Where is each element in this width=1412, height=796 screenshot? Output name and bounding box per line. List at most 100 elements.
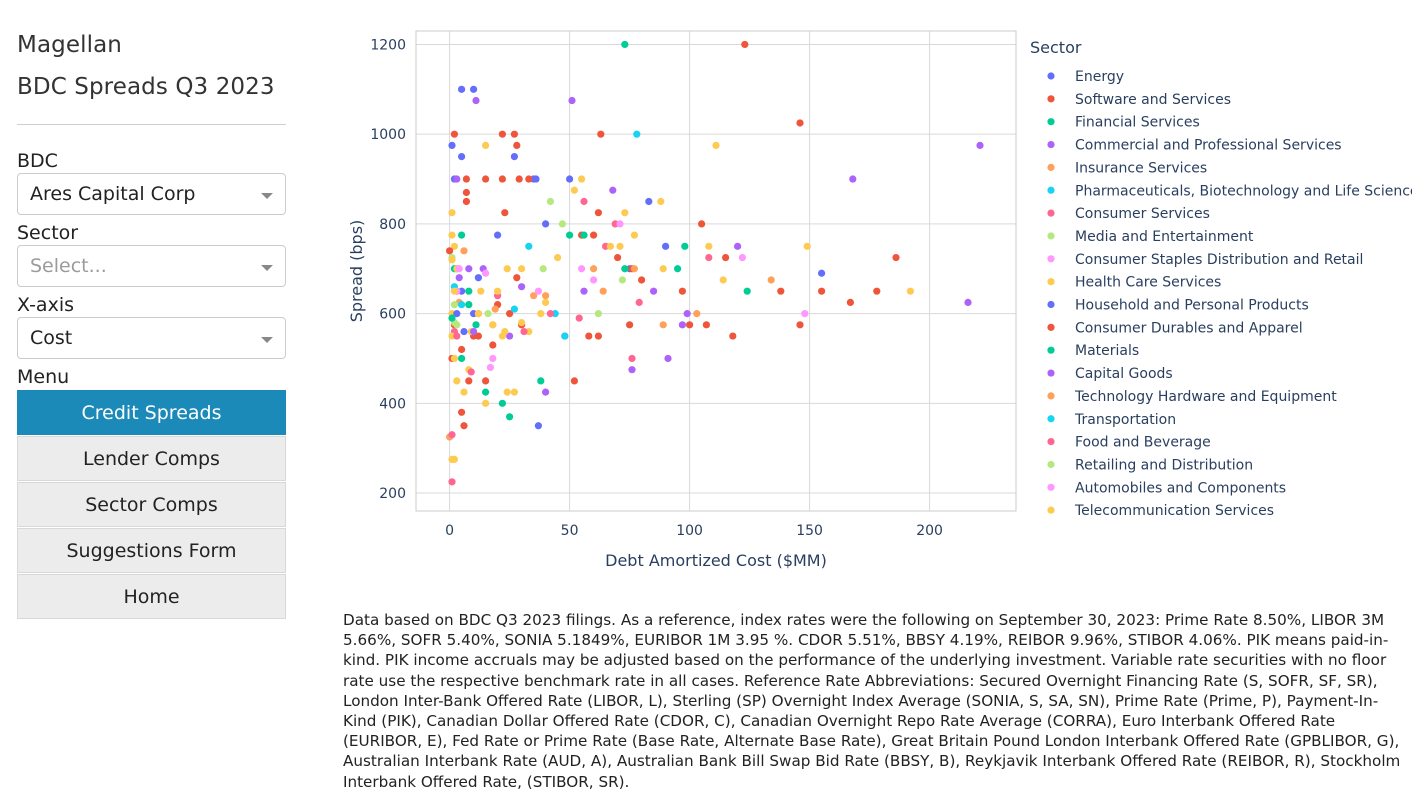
- data-point[interactable]: [702, 321, 710, 329]
- xaxis-dropdown[interactable]: Cost: [17, 317, 286, 359]
- data-point[interactable]: [678, 321, 686, 329]
- data-point[interactable]: [892, 253, 900, 262]
- data-point[interactable]: [628, 354, 636, 363]
- data-point[interactable]: [448, 314, 456, 322]
- data-point[interactable]: [474, 274, 482, 282]
- data-point[interactable]: [494, 287, 502, 295]
- chevron-down-icon[interactable]: [261, 265, 273, 271]
- data-point[interactable]: [489, 321, 497, 329]
- data-point[interactable]: [450, 242, 458, 250]
- data-point[interactable]: [448, 478, 456, 486]
- data-point[interactable]: [498, 399, 506, 407]
- data-point[interactable]: [906, 287, 915, 295]
- legend-item[interactable]: Financial Services: [1075, 115, 1200, 131]
- data-point[interactable]: [621, 209, 629, 217]
- data-point[interactable]: [501, 209, 509, 217]
- data-point[interactable]: [678, 287, 686, 295]
- data-point[interactable]: [590, 231, 598, 239]
- data-point[interactable]: [460, 388, 468, 396]
- data-point[interactable]: [585, 332, 593, 340]
- data-point[interactable]: [515, 175, 523, 183]
- legend-marker[interactable]: [1047, 140, 1055, 149]
- legend-item[interactable]: Materials: [1075, 343, 1139, 359]
- data-point[interactable]: [460, 247, 468, 255]
- data-point[interactable]: [465, 377, 473, 385]
- legend-marker[interactable]: [1047, 369, 1055, 377]
- legend-marker[interactable]: [1047, 163, 1055, 171]
- data-point[interactable]: [446, 247, 454, 255]
- sector-dropdown[interactable]: Select...: [17, 245, 286, 287]
- data-point[interactable]: [448, 256, 456, 264]
- data-point[interactable]: [705, 253, 713, 262]
- legend-item[interactable]: Technology Hardware and Equipment: [1074, 389, 1337, 405]
- legend-item[interactable]: Consumer Services: [1075, 206, 1210, 222]
- data-point[interactable]: [712, 141, 720, 149]
- data-point[interactable]: [486, 363, 494, 372]
- data-point[interactable]: [491, 305, 499, 313]
- chevron-down-icon[interactable]: [261, 193, 273, 199]
- data-point[interactable]: [738, 253, 746, 262]
- data-point[interactable]: [470, 327, 478, 336]
- data-point[interactable]: [554, 253, 562, 262]
- data-point[interactable]: [460, 327, 468, 336]
- data-point[interactable]: [450, 354, 458, 363]
- data-point[interactable]: [448, 141, 456, 149]
- legend-marker[interactable]: [1047, 506, 1055, 514]
- data-point[interactable]: [659, 321, 667, 329]
- data-point[interactable]: [698, 220, 706, 228]
- legend-marker[interactable]: [1047, 460, 1055, 469]
- data-point[interactable]: [462, 197, 470, 206]
- data-point[interactable]: [530, 292, 538, 300]
- menu-lender-comps-button[interactable]: Lender Comps: [17, 436, 286, 481]
- data-point[interactable]: [482, 377, 490, 385]
- data-point[interactable]: [645, 197, 653, 206]
- data-point[interactable]: [450, 455, 458, 464]
- data-point[interactable]: [542, 388, 550, 396]
- legend-marker[interactable]: [1047, 232, 1055, 240]
- data-point[interactable]: [453, 175, 461, 183]
- legend-item[interactable]: Insurance Services: [1075, 160, 1207, 176]
- legend-marker[interactable]: [1047, 72, 1055, 80]
- data-point[interactable]: [472, 96, 480, 105]
- data-point[interactable]: [566, 175, 574, 183]
- data-point[interactable]: [777, 287, 785, 295]
- legend-item[interactable]: Automobiles and Components: [1075, 480, 1286, 496]
- data-point[interactable]: [606, 242, 614, 250]
- data-point[interactable]: [453, 377, 461, 385]
- data-point[interactable]: [482, 399, 490, 407]
- menu-home-button[interactable]: Home: [17, 574, 286, 619]
- legend-item[interactable]: Transportation: [1074, 412, 1176, 428]
- data-point[interactable]: [498, 175, 506, 183]
- data-point[interactable]: [542, 298, 550, 307]
- legend-marker[interactable]: [1047, 209, 1055, 217]
- data-point[interactable]: [482, 141, 490, 149]
- data-point[interactable]: [580, 287, 588, 295]
- legend-item[interactable]: Energy: [1075, 69, 1124, 85]
- legend-marker[interactable]: [1047, 346, 1055, 354]
- data-point[interactable]: [537, 377, 545, 385]
- data-point[interactable]: [873, 287, 881, 295]
- legend-marker[interactable]: [1047, 438, 1055, 446]
- data-point[interactable]: [455, 274, 463, 282]
- data-point[interactable]: [525, 175, 533, 183]
- data-point[interactable]: [664, 354, 672, 363]
- legend-item[interactable]: Household and Personal Products: [1075, 298, 1309, 314]
- legend-item[interactable]: Pharmaceuticals, Biotechnology and Life …: [1075, 183, 1412, 199]
- data-point[interactable]: [489, 354, 497, 363]
- legend-item[interactable]: Media and Entertainment: [1075, 229, 1254, 245]
- data-point[interactable]: [450, 301, 458, 309]
- data-point[interactable]: [465, 301, 473, 309]
- bdc-dropdown[interactable]: Ares Capital Corp: [17, 173, 286, 215]
- data-point[interactable]: [578, 265, 586, 273]
- data-point[interactable]: [484, 310, 492, 318]
- data-point[interactable]: [818, 287, 826, 295]
- data-point[interactable]: [518, 318, 526, 327]
- data-point[interactable]: [594, 209, 602, 217]
- data-point[interactable]: [628, 366, 636, 374]
- data-point[interactable]: [462, 188, 470, 197]
- legend-item[interactable]: Commercial and Professional Services: [1075, 138, 1342, 154]
- data-point[interactable]: [458, 231, 466, 239]
- data-point[interactable]: [570, 377, 578, 385]
- data-point[interactable]: [460, 422, 468, 430]
- data-point[interactable]: [846, 298, 854, 307]
